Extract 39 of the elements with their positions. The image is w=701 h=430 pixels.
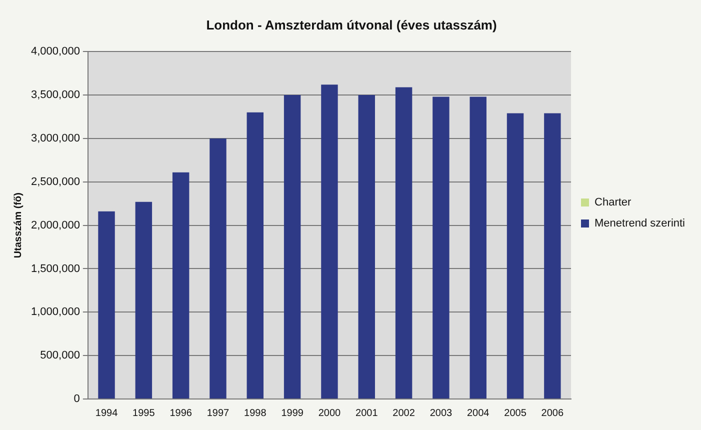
y-tick-label: 3,000,000 — [31, 132, 80, 144]
bar — [172, 172, 190, 398]
bar — [358, 95, 375, 398]
bar — [544, 113, 561, 398]
y-tick-label: 4,000,000 — [31, 46, 80, 58]
y-tick-label: 1,500,000 — [31, 262, 80, 275]
y-tick-label: 2,500,000 — [31, 176, 80, 188]
bar — [135, 202, 152, 398]
y-axis-title: Utasszám (fő) — [12, 192, 24, 258]
legend-label: Menetrend szerinti — [594, 218, 686, 230]
y-tick-label: 500,000 — [40, 350, 80, 362]
x-tick-label: 1998 — [244, 408, 267, 419]
bar — [246, 112, 264, 398]
bar — [395, 87, 412, 398]
x-tick-label: 2003 — [430, 408, 453, 419]
chart-title: London - Amszterdam útvonal (éves utasszám) — [206, 17, 497, 32]
x-tick-label: 2005 — [504, 408, 527, 419]
bar — [210, 138, 226, 398]
x-tick-label: 1996 — [170, 408, 192, 419]
bar — [98, 211, 115, 398]
x-tick-label: 2006 — [541, 408, 564, 419]
y-tick-label: 3,500,000 — [31, 89, 80, 102]
bar — [284, 95, 301, 398]
bar — [506, 113, 524, 398]
x-tick-label: 1997 — [206, 408, 230, 419]
y-tick-label: 0 — [74, 393, 80, 406]
bar — [470, 96, 486, 398]
legend-label: Charter — [594, 196, 632, 209]
bar — [432, 96, 450, 398]
x-tick-label: 1995 — [132, 408, 156, 419]
y-tick-label: 2,000,000 — [31, 219, 80, 232]
x-tick-label: 2001 — [356, 408, 378, 419]
bar — [321, 84, 338, 398]
x-tick-label: 1999 — [281, 408, 304, 419]
x-tick-label: 2000 — [318, 408, 342, 419]
x-tick-label: 1994 — [95, 408, 118, 419]
x-tick-label: 2002 — [392, 408, 416, 419]
x-tick-label: 2004 — [466, 408, 490, 419]
y-tick-label: 1,000,000 — [31, 306, 80, 318]
